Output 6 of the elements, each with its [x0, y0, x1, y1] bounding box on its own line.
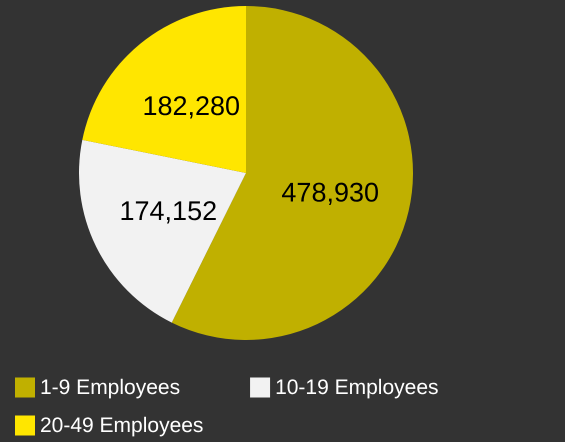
data-label: 174,152: [120, 196, 218, 226]
legend-label: 20-49 Employees: [40, 414, 204, 437]
legend-label: 10-19 Employees: [275, 376, 439, 399]
data-label: 478,930: [281, 178, 380, 208]
legend-label: 1-9 Employees: [40, 376, 180, 399]
data-label: 182,280: [142, 91, 240, 122]
